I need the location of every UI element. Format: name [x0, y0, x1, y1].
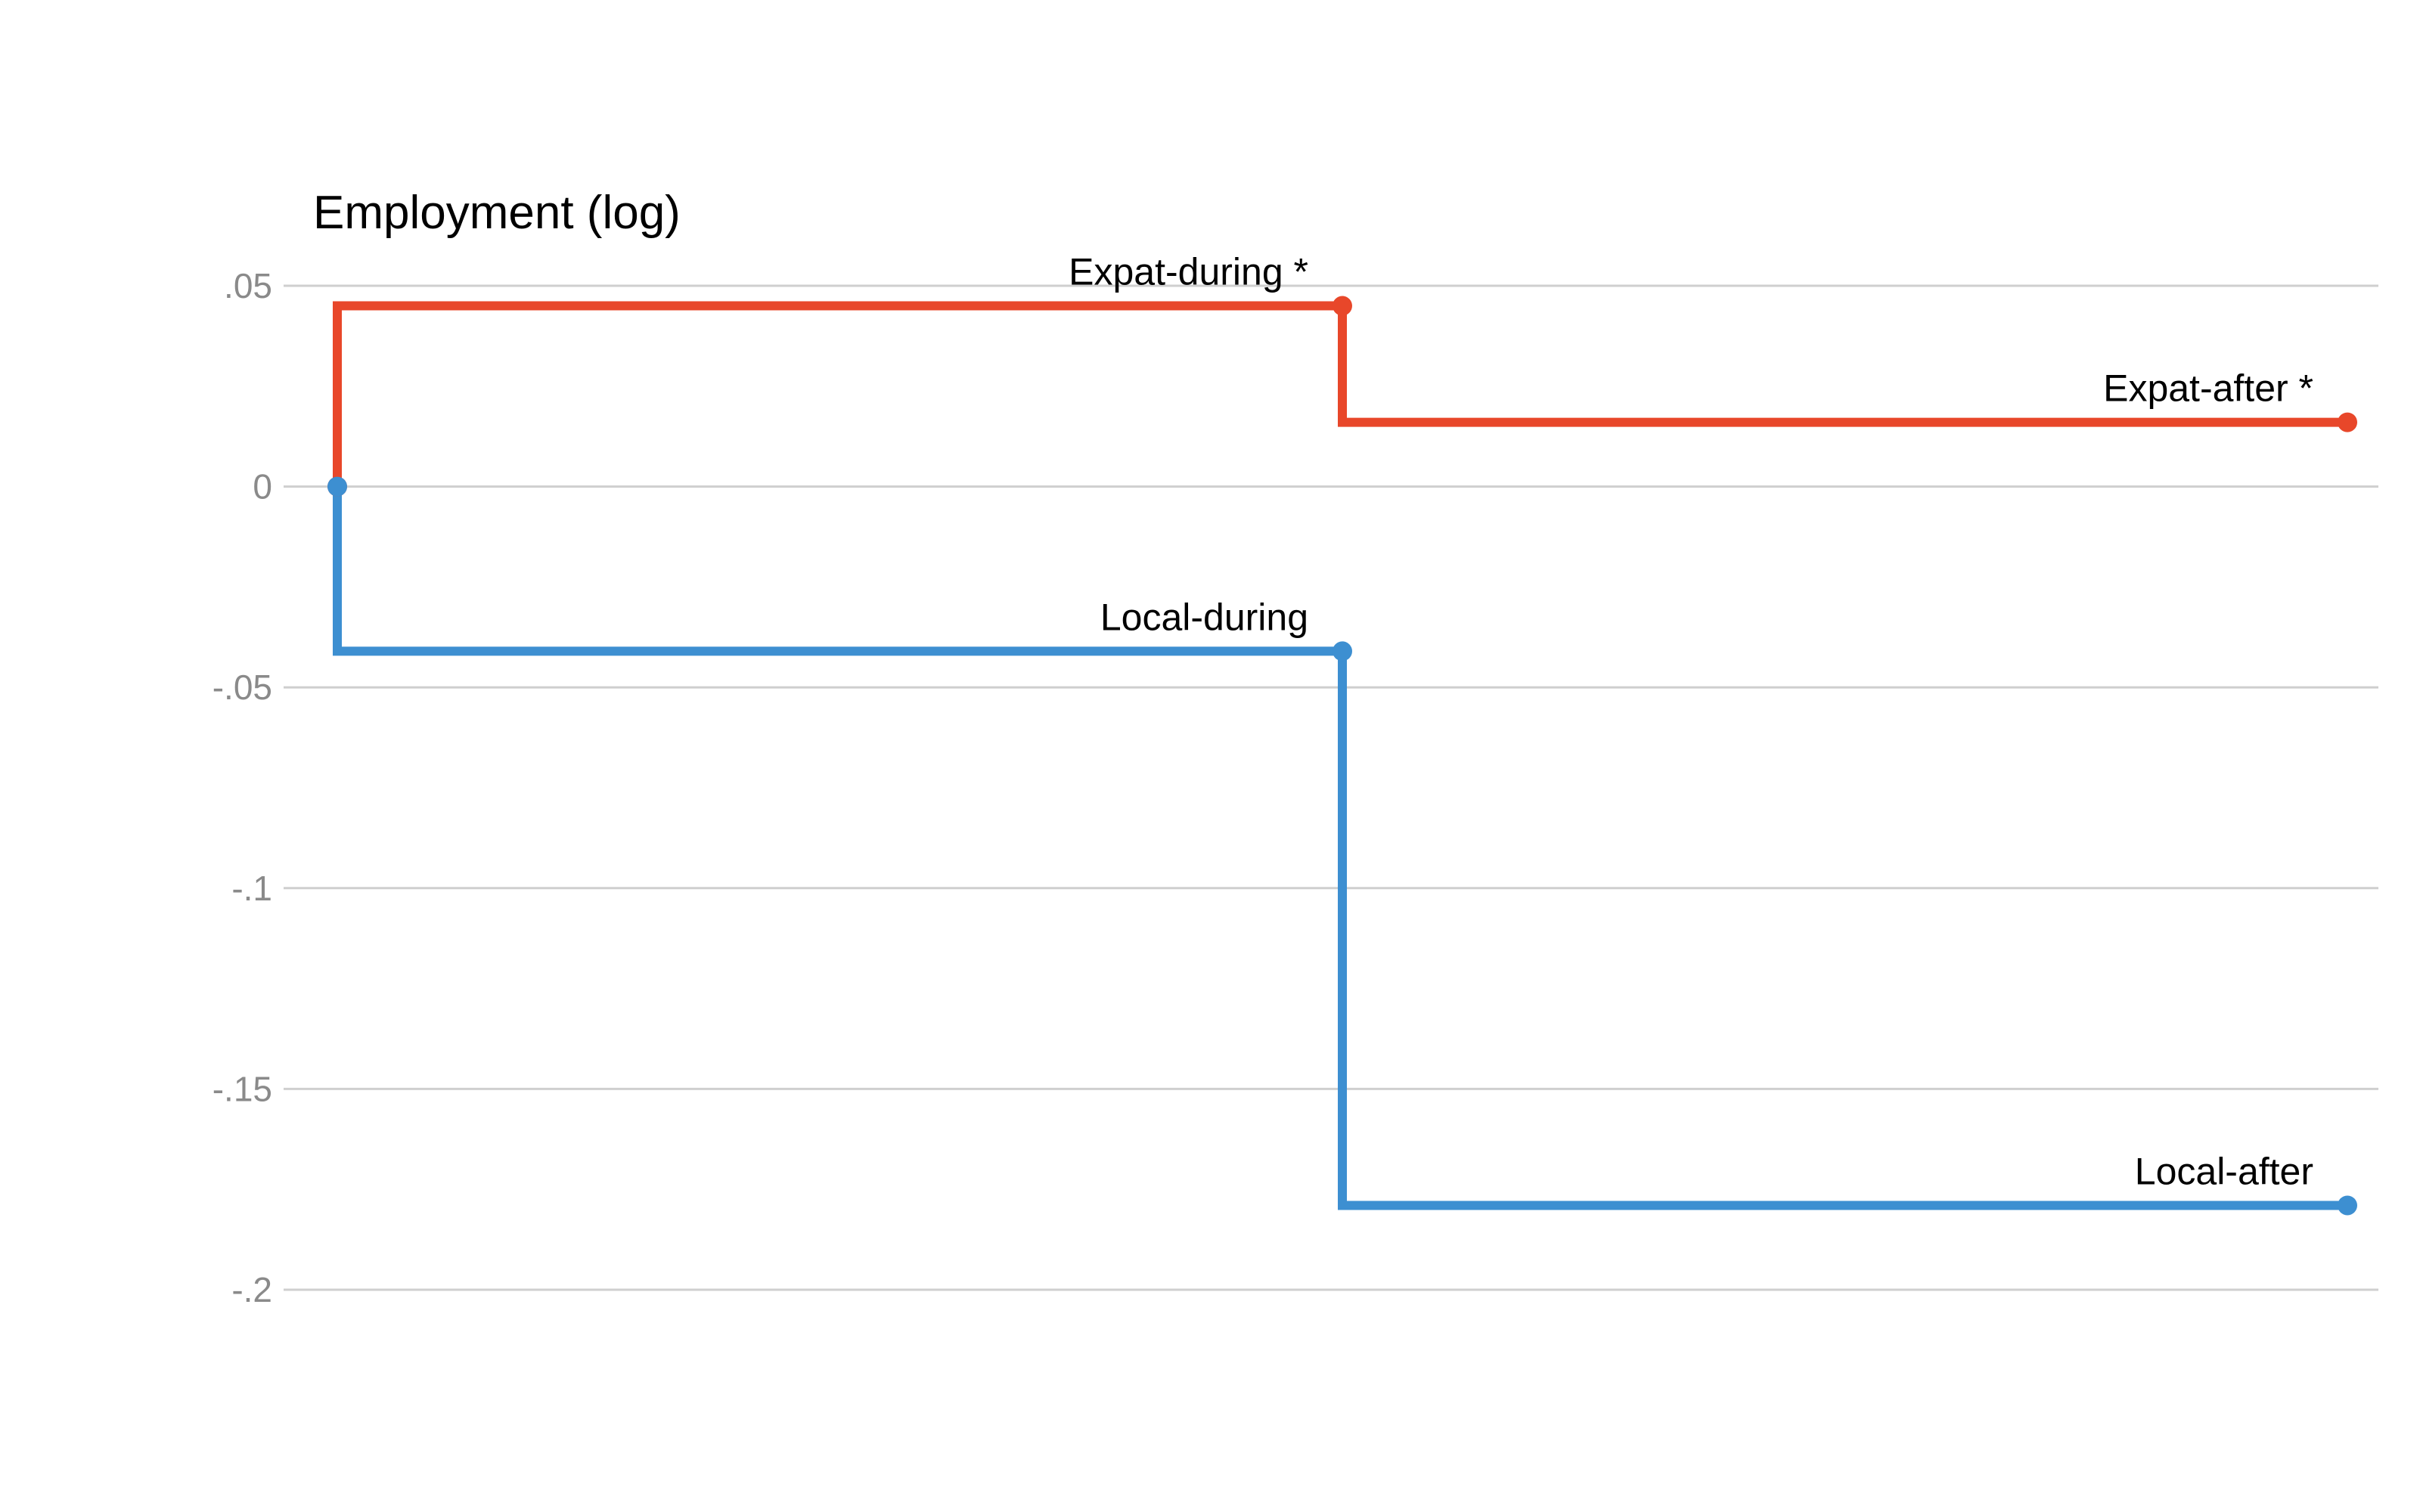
point-label-local: Local-during [1100, 596, 1308, 638]
y-axis-title: Employment (log) [313, 187, 681, 239]
y-tick-label: 0 [253, 467, 272, 507]
data-point-local [1333, 641, 1352, 662]
data-point-expat [2338, 412, 2357, 432]
point-label-expat: Expat-after * [2103, 367, 2313, 410]
point-labels: Expat-during * Expat-after * Local-during L… [1069, 251, 2313, 1193]
grid [284, 284, 2378, 1291]
y-tick-label: .05 [224, 266, 272, 305]
series-line-expat [333, 301, 2347, 487]
series [327, 296, 2357, 1216]
data-point-local [327, 476, 347, 497]
y-tick-label: -.2 [231, 1270, 272, 1309]
point-label-expat: Expat-during * [1069, 251, 1308, 293]
y-tick-label: -.15 [213, 1069, 272, 1108]
point-label-local: Local-after [2135, 1150, 2313, 1192]
series-local [333, 486, 2347, 1210]
series-line-local [333, 486, 2347, 1210]
y-tick-label: -.05 [213, 668, 272, 707]
y-axis-ticks: .05 0 -.05 -.1 -.15 -.2 [213, 266, 272, 1309]
series-expat [333, 301, 2347, 487]
y-tick-label: -.1 [231, 869, 272, 908]
data-point-local [2338, 1195, 2357, 1216]
data-point-expat [1333, 296, 1352, 316]
